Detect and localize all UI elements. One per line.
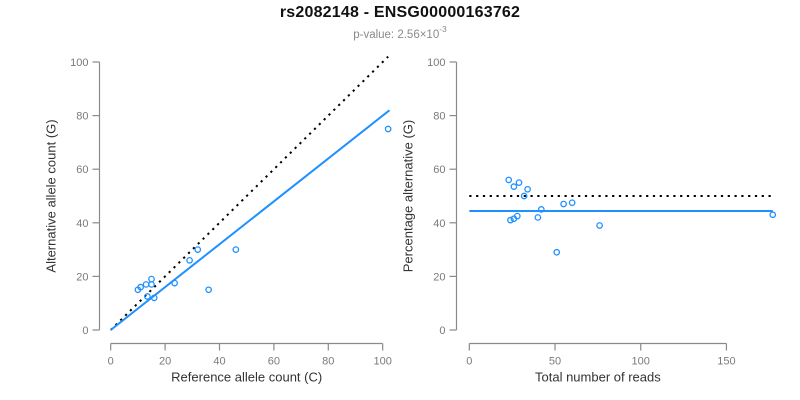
y-tick-label: 20 xyxy=(76,271,88,283)
x-axis-title-right: Total number of reads xyxy=(535,370,661,385)
x-tick-label: 40 xyxy=(213,356,225,368)
y-tick-label: 80 xyxy=(76,111,88,123)
data-point xyxy=(524,185,531,193)
x-tick-label: 80 xyxy=(322,356,334,368)
y-tick-label: 80 xyxy=(433,111,445,123)
data-point xyxy=(505,176,513,184)
data-point xyxy=(515,179,523,186)
data-point xyxy=(150,294,158,302)
x-tick-label: 60 xyxy=(268,356,280,368)
y-tick-label: 0 xyxy=(439,325,445,337)
y-tick-label: 40 xyxy=(76,218,88,230)
data-point xyxy=(171,279,178,287)
y-tick-label: 40 xyxy=(433,218,445,230)
data-point xyxy=(232,246,240,253)
y-tick-label: 100 xyxy=(70,57,88,69)
data-point xyxy=(148,281,155,288)
x-tick-label: 20 xyxy=(159,356,171,368)
x-tick-label: 100 xyxy=(374,356,392,368)
y-tick-label: 60 xyxy=(76,164,88,176)
y-tick-label: 100 xyxy=(427,57,445,69)
data-point xyxy=(560,200,567,208)
figure-header: rs2082148 - ENSG00000163762 p-value: 2.5… xyxy=(0,4,800,41)
data-point xyxy=(520,192,528,200)
identity-line-left xyxy=(109,55,389,331)
y-axis-title-right: Percentage alternative (G) xyxy=(401,120,416,272)
p-value-text: p-value: 2.56×10 xyxy=(353,28,440,41)
figure-subtitle: p-value: 2.56×10-3 xyxy=(0,24,800,41)
y-tick-label: 20 xyxy=(433,271,445,283)
y-tick-label: 0 xyxy=(82,325,88,337)
data-point xyxy=(513,212,521,220)
data-point xyxy=(568,199,576,207)
data-point xyxy=(142,281,150,288)
data-point xyxy=(186,256,193,264)
data-point xyxy=(194,246,202,253)
data-point xyxy=(534,214,542,221)
data-point xyxy=(507,216,514,224)
data-point xyxy=(205,286,212,294)
data-point xyxy=(137,283,144,291)
x-axis-title-left: Reference allele count (C) xyxy=(171,370,322,385)
x-tick-label: 50 xyxy=(549,356,561,368)
figure-title: rs2082148 - ENSG00000163762 xyxy=(279,4,521,21)
data-point xyxy=(769,211,777,219)
p-value-exponent: -3 xyxy=(439,24,447,34)
data-point xyxy=(537,206,545,213)
fit-line-left xyxy=(110,109,391,331)
x-tick-label: 150 xyxy=(717,356,735,368)
x-tick-label: 0 xyxy=(466,356,472,368)
y-axis-title-left: Alternative allele count (G) xyxy=(44,119,59,272)
data-point xyxy=(148,275,155,283)
data-point xyxy=(510,183,518,190)
y-tick-label: 60 xyxy=(433,164,445,176)
x-tick-label: 0 xyxy=(108,356,114,368)
data-point xyxy=(384,125,392,133)
data-point xyxy=(596,222,603,229)
x-tick-label: 100 xyxy=(632,356,650,368)
data-point xyxy=(553,248,561,256)
data-point xyxy=(144,293,151,300)
